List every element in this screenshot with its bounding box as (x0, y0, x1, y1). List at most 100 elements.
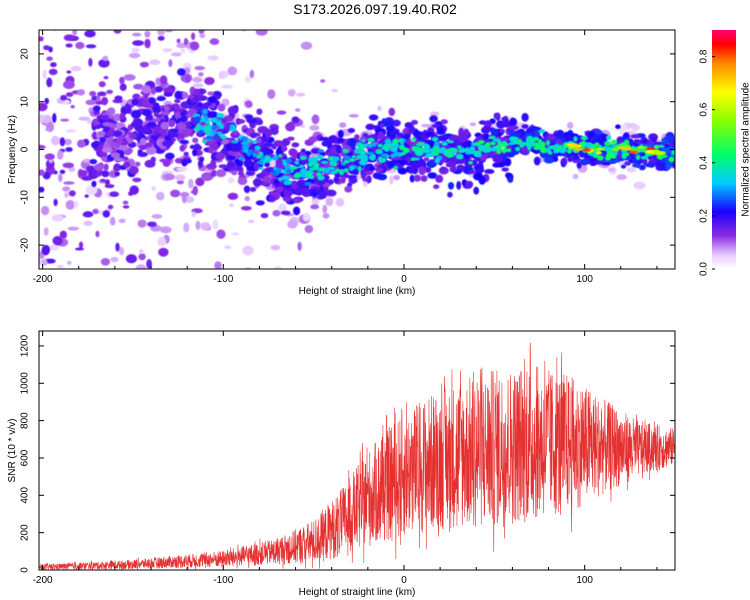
spectrogram-cell (524, 141, 530, 145)
spectrogram-cell (168, 119, 176, 128)
spectrogram-cell (378, 139, 386, 146)
spectrogram-cell (505, 148, 512, 153)
spectrogram-cell (590, 153, 598, 157)
spectrogram-cell (136, 128, 145, 134)
spectrogram-cell (68, 190, 76, 197)
spectrogram-cell (582, 148, 591, 152)
spectrogram-cell (183, 151, 189, 157)
spectrogram-cell (157, 236, 167, 247)
spectrogram-cell (290, 166, 298, 170)
spectrogram-cell (619, 125, 625, 135)
spectrogram-cell (349, 165, 354, 171)
spectrogram-cell (92, 131, 98, 140)
spectrogram-cell (477, 162, 484, 169)
spectrogram-cell (92, 118, 99, 127)
spectrogram-cell (127, 30, 131, 31)
colorbar-tick-label: 0.4 (699, 155, 710, 169)
spectrogram-cell (441, 142, 446, 146)
spectrogram-cell (286, 136, 295, 141)
spectrogram-cell (365, 123, 375, 131)
spectrogram-cell (237, 137, 243, 142)
spectrogram-cell (75, 41, 85, 50)
spectrogram-cell (39, 186, 45, 193)
spectrogram-cell (555, 139, 562, 145)
spectrogram-cell (629, 150, 639, 154)
spectrogram-cell (42, 171, 51, 180)
spectrogram-cell (50, 62, 57, 68)
spectrogram-cell (255, 30, 268, 36)
spectrogram-cell (53, 170, 58, 175)
spectrogram-cell (104, 179, 110, 186)
spectrogram-cell (608, 167, 615, 172)
spectrogram-cell (251, 140, 258, 144)
spectrogram-cell (596, 155, 604, 161)
spectrogram-cell (91, 180, 97, 188)
spectrogram-cell (262, 175, 272, 183)
spectrogram-cell (158, 273, 165, 277)
spectrogram-cell (270, 127, 279, 135)
spectrogram-cell (98, 59, 110, 68)
spectrogram-cell (204, 77, 215, 85)
spectrogram-cell (671, 151, 675, 155)
spectrogram-cell (347, 138, 357, 147)
spectrogram-cell (469, 122, 477, 127)
spectrogram-cell (160, 121, 169, 130)
spectrogram-cell (411, 119, 418, 125)
spectrogram-cell (164, 152, 175, 160)
spectrogram-cell (134, 161, 141, 167)
spectrogram-cell (368, 114, 379, 121)
spectrogram-cell (122, 205, 130, 209)
spectrogram-cell (130, 120, 141, 129)
snr-x-tick-label: 0 (401, 575, 407, 586)
spectrogram-cell (387, 161, 395, 169)
spectrogram-cell (67, 226, 80, 231)
spectrogram-cell (174, 98, 181, 104)
spectrogram-cell (437, 148, 446, 154)
spectrogram-cell (124, 149, 131, 156)
spectrogram-cell (450, 165, 457, 172)
spectrogram-cell (418, 166, 427, 176)
spectrogram-x-axis-label: Height of straight line (km) (299, 286, 416, 297)
spectrogram-cell (194, 66, 206, 71)
spectrogram-cell (139, 249, 144, 255)
spectrogram-cell (252, 152, 257, 158)
spectrogram-cell (114, 171, 121, 177)
spectrogram-cell (507, 125, 519, 131)
spectrogram-cell (227, 192, 239, 200)
spectrogram-cell (137, 151, 148, 157)
spectrogram-cell (158, 247, 169, 257)
spectrogram-cell (205, 124, 212, 130)
spectrogram-cell (380, 157, 387, 163)
spectrogram-cell (159, 226, 172, 234)
spectrogram-cell (179, 191, 190, 198)
spectrogram-cell (572, 173, 579, 180)
spectrogram-cell (268, 195, 276, 203)
spectrogram-cell (351, 155, 357, 159)
spectrogram-cell (65, 43, 73, 48)
spectrogram-cell (276, 110, 287, 115)
spectrogram-cell (132, 94, 140, 100)
spectrogram-cell (521, 112, 529, 122)
spectrogram-cell (192, 185, 198, 196)
spectrogram-cell (270, 244, 281, 251)
spectrogram-cell (53, 198, 58, 207)
spectrogram-cell (561, 157, 568, 166)
spectrogram-cell (91, 141, 100, 149)
spectrogram-cell (48, 244, 60, 251)
spectrogram-cell (93, 105, 101, 112)
spectrogram-cell (343, 155, 351, 161)
spectrogram-cell (122, 200, 129, 205)
spectrogram-cell (300, 168, 308, 175)
spectrogram-cell (91, 95, 99, 101)
spectrogram-cell (48, 46, 53, 53)
spectrogram-cell (501, 141, 507, 144)
spectrogram-cell (51, 214, 64, 222)
spectrogram-y-tick-label: -20 (20, 237, 31, 252)
spectrogram-cell (59, 137, 66, 147)
spectrogram-cell (337, 129, 344, 139)
spectrogram-cell (61, 388, 67, 398)
spectrogram-cell (199, 33, 206, 39)
spectrogram-cell (501, 167, 510, 172)
spectrogram-cell (46, 56, 53, 61)
spectrogram-cell (408, 165, 414, 174)
